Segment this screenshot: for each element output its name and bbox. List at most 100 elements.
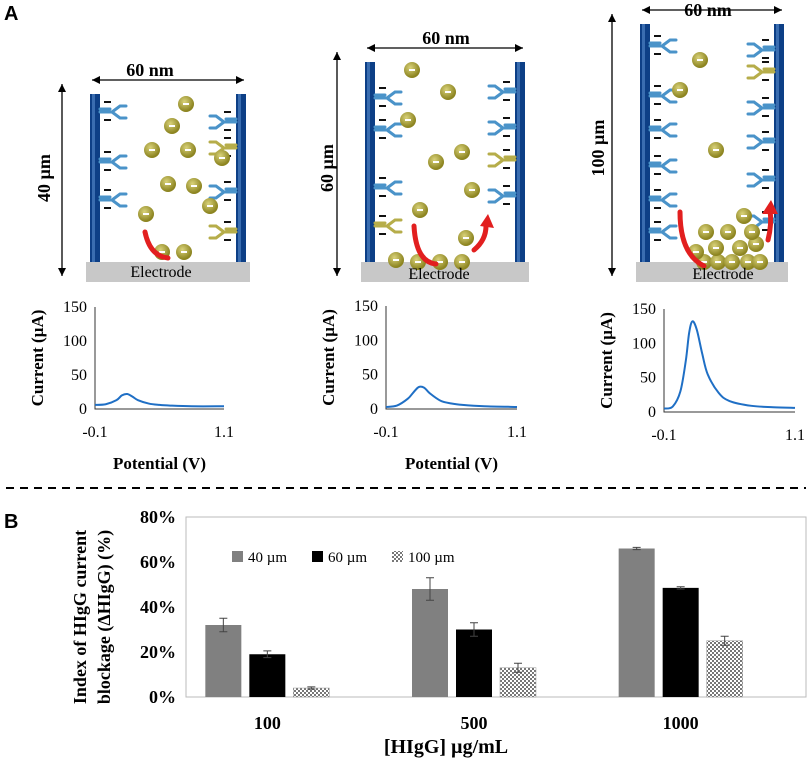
x-tick-label: 1000 [663,713,699,733]
axes [663,309,795,413]
height-label-100: 100 µm [588,120,608,177]
y-axis-label: Current (µA) [319,309,338,406]
antigen-icon [736,208,752,224]
antigen-icon [454,144,470,160]
height-label-40: 40 µm [34,154,54,202]
channel-wall-highlight [642,24,645,262]
error-bar [676,586,685,590]
antibody-icon [373,180,403,196]
y-tick-label: 100 [63,333,87,350]
current-series-line [663,320,796,410]
antigen-icon [720,224,736,240]
antibody-icon [373,218,403,234]
electrode [361,262,529,282]
antigen-icon [698,224,714,240]
error-bar [219,617,228,633]
x-axis-label: Potential (V) [405,454,498,473]
y-tick-label: 150 [632,301,656,318]
y-tick-label: 60% [140,552,176,572]
antigen-icon [388,252,404,268]
antibody-icon [487,84,517,100]
error-bar [514,662,522,673]
x-tick-label: 1.1 [507,424,527,441]
voltammogram-60um: 0 50 100 150 -0.1 1.1 Current (µA) Potential (V… [319,298,527,473]
axes [94,307,224,410]
x-tick-label: 100 [254,713,281,733]
x-axis-label: [HIgG] µg/mL [384,736,508,758]
x-tick-label: -0.1 [373,424,398,441]
antibody-icon [373,90,403,106]
antibody-icon [98,154,128,170]
y-axis-label: Current (µA) [597,312,616,409]
red-arrow [411,223,439,267]
current-series-line [94,392,225,408]
bar-2-2 [706,640,743,698]
antibody-icon [648,88,678,104]
y-tick-label: 0% [149,687,176,707]
x-axis-label: Potential (V) [113,454,206,473]
bar-1-0 [249,654,286,697]
electrode-label-1: Electrode [130,264,191,281]
antibody-icon [746,42,776,58]
antibody-icon [487,188,517,204]
antigen-icon [692,52,708,68]
antigen-icon [458,230,474,246]
y-tick-label: 50 [362,367,378,384]
channel-wall-highlight [367,62,370,262]
x-tick-label: 500 [461,713,488,733]
antigen-icon [672,82,688,98]
antigen-icon [724,254,740,270]
antibody-icon [648,38,678,54]
bar-1-1 [456,629,492,697]
antigen-icon [708,240,724,256]
red-arrow [765,207,774,243]
height-label-60: 60 µm [317,144,337,192]
antigen-icon [404,62,420,78]
antigen-icon [412,202,428,218]
red-arrowhead [480,214,494,228]
channel-schematic-100um [608,6,788,282]
antigen-icon [164,118,180,134]
antibody-icon [98,104,128,120]
y-tick-label: 100 [354,332,378,349]
electrode-label-3: Electrode [692,266,753,283]
antibody-icon [208,114,238,130]
voltammogram-40um: 0 50 100 150 -0.1 1.1 Current (µA) Potential (V… [28,299,234,473]
axes [385,306,517,410]
antibody-icon [648,224,678,240]
antibody-icon [746,214,776,230]
antigen-icon [160,176,176,192]
antigen-icon [428,154,444,170]
error-bar [263,650,272,659]
x-tick-label: -0.1 [651,427,676,444]
antibody-icon [373,122,403,138]
antigen-icon [464,182,480,198]
error-bar [470,622,478,637]
legend-label: 60 µm [328,550,367,566]
antibody-icon [487,152,517,168]
antigen-icon [144,142,160,158]
y-tick-label: 100 [632,335,656,352]
antibody-icon [746,64,776,80]
legend-swatch-2 [392,551,403,562]
error-bar [426,577,434,601]
bar-0-1 [412,589,448,697]
antibody-icon [746,172,776,188]
legend-label: 100 µm [408,550,455,566]
antigen-icon [440,84,456,100]
bar-chart: 0% 20% 40% 60% 80% 100 500 1000 40 µm 60 µm 100 µm… [70,507,807,758]
bar-1-2 [662,587,699,697]
bar-0-2 [618,548,655,697]
x-tick-label: 1.1 [214,424,234,441]
x-tick-label: -0.1 [82,424,107,441]
y-axis-label: Current (µA) [28,310,47,407]
legend-swatch-0 [232,551,243,562]
voltammogram-100um: 0 50 100 150 -0.1 1.1 Current (µA) [597,301,805,444]
antigen-icon [740,254,756,270]
width-label-3: 60 nm [684,0,732,20]
width-label-2: 60 nm [422,28,470,48]
y-tick-label: 150 [354,298,378,315]
error-bar [632,546,641,551]
channel-schematic-60um [333,44,529,282]
